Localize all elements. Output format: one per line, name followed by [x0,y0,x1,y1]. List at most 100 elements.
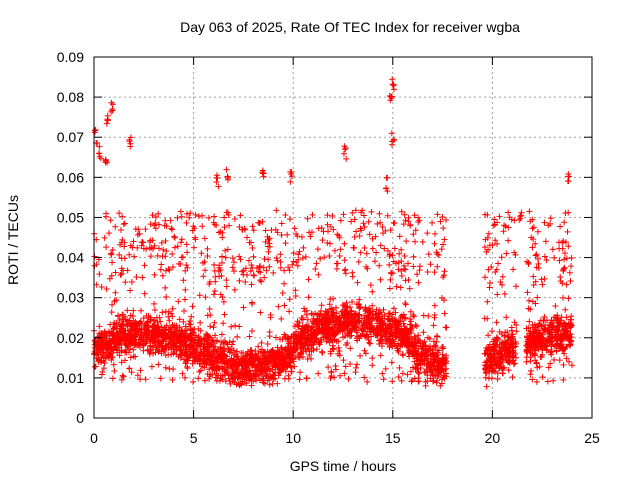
data-point [169,226,176,233]
data-point [244,348,251,355]
data-point [482,364,489,371]
data-point [176,324,183,331]
data-point [267,373,274,380]
data-point [296,248,303,255]
data-point [220,347,227,354]
data-point [545,336,552,343]
data-point [120,221,127,228]
data-point [241,358,248,365]
data-point [363,263,370,270]
data-point [396,364,403,371]
data-point [538,340,545,347]
data-point [289,349,296,356]
data-point [183,210,190,217]
data-point [290,250,297,257]
data-point [567,278,574,285]
data-point [340,320,347,327]
data-point [357,352,364,359]
data-point [257,219,264,226]
data-point [247,239,254,246]
data-point [331,374,338,381]
data-point [526,297,533,304]
data-point [169,313,176,320]
data-point [261,274,268,281]
data-point [312,332,319,339]
data-point [188,331,195,338]
data-point [525,325,532,332]
data-point [486,364,493,371]
data-point [360,212,367,219]
data-point [365,337,372,344]
data-point [404,343,411,350]
data-point [374,332,381,339]
data-point [377,276,384,283]
data-point [178,213,185,220]
data-point [118,376,125,383]
data-point [157,266,164,273]
y-tick-label: 0.06 [57,169,84,185]
data-point [264,340,271,347]
data-point [127,140,134,147]
data-point [321,317,328,324]
data-point [324,315,331,322]
data-point [226,377,233,384]
data-point [346,316,353,323]
data-point [249,362,256,369]
data-point [201,235,208,242]
data-point [321,254,328,261]
data-point [411,313,418,320]
data-point [401,323,408,330]
data-point [116,342,123,349]
data-point [541,343,548,350]
data-point [497,363,504,370]
data-point [535,342,542,349]
data-point [561,250,568,257]
data-point [175,260,182,267]
data-point [156,314,163,321]
data-point [398,272,405,279]
data-point [281,280,288,287]
data-point [94,334,101,341]
data-point [281,331,288,338]
data-point [281,354,288,361]
data-point [381,245,388,252]
data-point [215,183,222,190]
data-point [550,377,557,384]
data-point [505,367,512,374]
data-point [205,350,212,357]
data-point [177,352,184,359]
data-point [271,369,278,376]
data-point [123,334,130,341]
data-point [117,271,124,278]
data-point [299,316,306,323]
data-point [369,362,376,369]
data-point [218,363,225,370]
data-point [533,360,540,367]
data-point [204,346,211,353]
data-point [326,252,333,259]
data-point [543,347,550,354]
data-point [266,381,273,388]
data-point [527,306,534,313]
data-point [140,341,147,348]
data-point [369,245,376,252]
data-point [260,361,267,368]
data-point [187,210,194,217]
data-point [324,212,331,219]
data-point [122,357,129,364]
data-point [302,339,309,346]
data-point [402,301,409,308]
data-point [413,354,420,361]
data-point [430,377,437,384]
data-point [392,334,399,341]
data-point [396,250,403,257]
data-point [204,245,211,252]
data-point [391,245,398,252]
data-point [102,159,109,166]
data-point [561,219,568,226]
chart-title: Day 063 of 2025, Rate Of TEC Index for r… [180,19,520,35]
data-point [162,267,169,274]
data-point [153,346,160,353]
data-point [506,356,513,363]
data-point [437,218,444,225]
